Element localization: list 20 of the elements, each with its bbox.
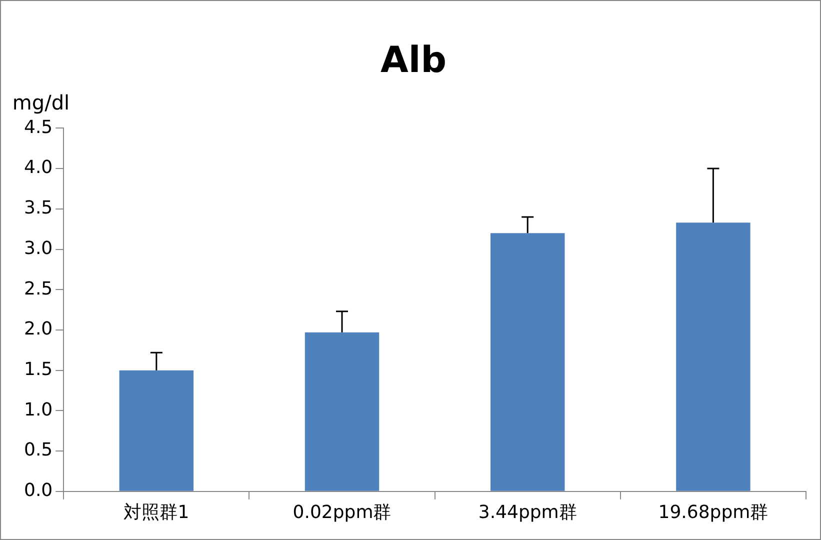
bar [304,332,380,491]
x-tick-label: 3.44ppm群 [478,502,577,523]
x-tick-label: 19.68ppm群 [658,502,768,523]
y-tick-label: 1.0 [24,399,53,420]
y-tick-label: 3.5 [24,198,53,219]
x-tick-label: 0.02ppm群 [292,502,392,523]
bar [676,222,750,491]
y-axis-title: mg/dl [12,90,70,114]
y-tick-label: 3.0 [24,238,53,259]
y-tick-label: 1.5 [24,359,53,380]
bar [490,233,565,491]
y-tick-label: 0.0 [24,480,53,502]
y-tick-label: 4.0 [24,157,53,178]
y-tick-label: 2.0 [24,318,53,340]
x-tick-label: 対照群1 [124,502,190,523]
bar [119,370,194,491]
y-tick-label: 0.5 [24,440,53,461]
y-tick-label: 2.5 [24,278,53,300]
chart-title: Alb [380,40,446,81]
y-tick-label: 4.5 [24,116,53,138]
